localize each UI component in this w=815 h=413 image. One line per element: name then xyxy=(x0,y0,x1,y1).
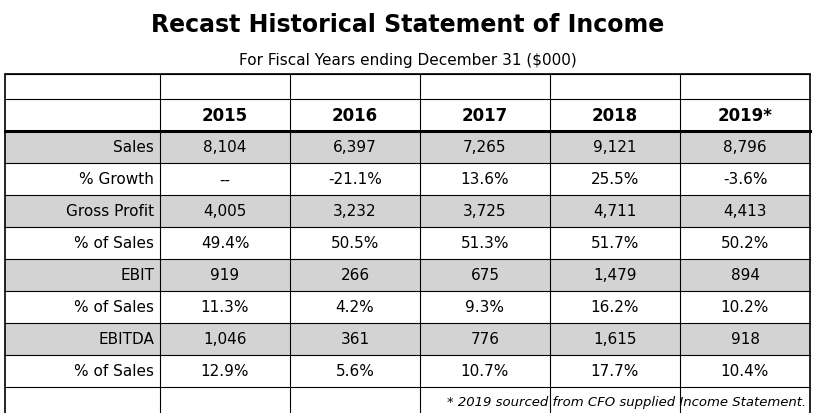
Text: 10.4%: 10.4% xyxy=(720,363,769,379)
Text: 5.6%: 5.6% xyxy=(336,363,374,379)
Text: 49.4%: 49.4% xyxy=(200,236,249,251)
Text: 25.5%: 25.5% xyxy=(591,172,639,187)
Text: 13.6%: 13.6% xyxy=(460,172,509,187)
Text: % Growth: % Growth xyxy=(79,172,154,187)
Text: 361: 361 xyxy=(341,332,369,347)
Text: 9,121: 9,121 xyxy=(593,140,637,155)
Text: Gross Profit: Gross Profit xyxy=(66,204,154,219)
Bar xyxy=(5,259,810,291)
Text: 7,265: 7,265 xyxy=(463,140,507,155)
Bar xyxy=(5,291,810,323)
Text: 2016: 2016 xyxy=(332,107,378,125)
Bar xyxy=(5,75,810,413)
Bar xyxy=(5,195,810,228)
Text: 10.2%: 10.2% xyxy=(720,300,769,315)
Bar xyxy=(5,228,810,259)
Bar xyxy=(5,100,810,132)
Bar xyxy=(5,323,810,355)
Text: 776: 776 xyxy=(470,332,500,347)
Text: 1,615: 1,615 xyxy=(593,332,637,347)
Text: --: -- xyxy=(219,172,231,187)
Bar xyxy=(5,75,810,413)
Text: 4,413: 4,413 xyxy=(723,204,767,219)
Text: 4,711: 4,711 xyxy=(593,204,637,219)
Text: EBITDA: EBITDA xyxy=(98,332,154,347)
Text: 4.2%: 4.2% xyxy=(336,300,374,315)
Text: 8,796: 8,796 xyxy=(723,140,767,155)
Text: 2015: 2015 xyxy=(202,107,248,125)
Text: 675: 675 xyxy=(470,268,500,283)
Text: 12.9%: 12.9% xyxy=(200,363,249,379)
Bar xyxy=(5,387,810,413)
Text: -3.6%: -3.6% xyxy=(723,172,767,187)
Text: 10.7%: 10.7% xyxy=(460,363,509,379)
Text: EBIT: EBIT xyxy=(120,268,154,283)
Text: % of Sales: % of Sales xyxy=(74,363,154,379)
Text: 16.2%: 16.2% xyxy=(591,300,639,315)
Bar xyxy=(5,164,810,195)
Bar xyxy=(5,132,810,164)
Text: Sales: Sales xyxy=(113,140,154,155)
Text: 50.2%: 50.2% xyxy=(720,236,769,251)
Text: 2019*: 2019* xyxy=(717,107,773,125)
Text: 50.5%: 50.5% xyxy=(331,236,379,251)
Text: * 2019 sourced from CFO supplied Income Statement.: * 2019 sourced from CFO supplied Income … xyxy=(447,396,806,408)
Text: 51.7%: 51.7% xyxy=(591,236,639,251)
Text: 266: 266 xyxy=(341,268,369,283)
Text: 894: 894 xyxy=(730,268,760,283)
Text: 3,725: 3,725 xyxy=(463,204,507,219)
Text: For Fiscal Years ending December 31 ($000): For Fiscal Years ending December 31 ($00… xyxy=(239,53,576,68)
Text: 919: 919 xyxy=(210,268,240,283)
Text: 51.3%: 51.3% xyxy=(460,236,509,251)
Text: 3,232: 3,232 xyxy=(333,204,377,219)
Text: 2017: 2017 xyxy=(462,107,508,125)
Text: % of Sales: % of Sales xyxy=(74,300,154,315)
Text: 918: 918 xyxy=(730,332,760,347)
Text: 1,479: 1,479 xyxy=(593,268,637,283)
Text: 8,104: 8,104 xyxy=(203,140,247,155)
Text: 1,046: 1,046 xyxy=(203,332,247,347)
Text: 9.3%: 9.3% xyxy=(465,300,504,315)
Text: % of Sales: % of Sales xyxy=(74,236,154,251)
Text: 17.7%: 17.7% xyxy=(591,363,639,379)
Text: 6,397: 6,397 xyxy=(333,140,377,155)
Text: 2018: 2018 xyxy=(592,107,638,125)
Text: 11.3%: 11.3% xyxy=(200,300,249,315)
Text: Recast Historical Statement of Income: Recast Historical Statement of Income xyxy=(151,12,664,36)
Bar xyxy=(5,355,810,387)
Text: -21.1%: -21.1% xyxy=(328,172,382,187)
Text: 4,005: 4,005 xyxy=(203,204,247,219)
